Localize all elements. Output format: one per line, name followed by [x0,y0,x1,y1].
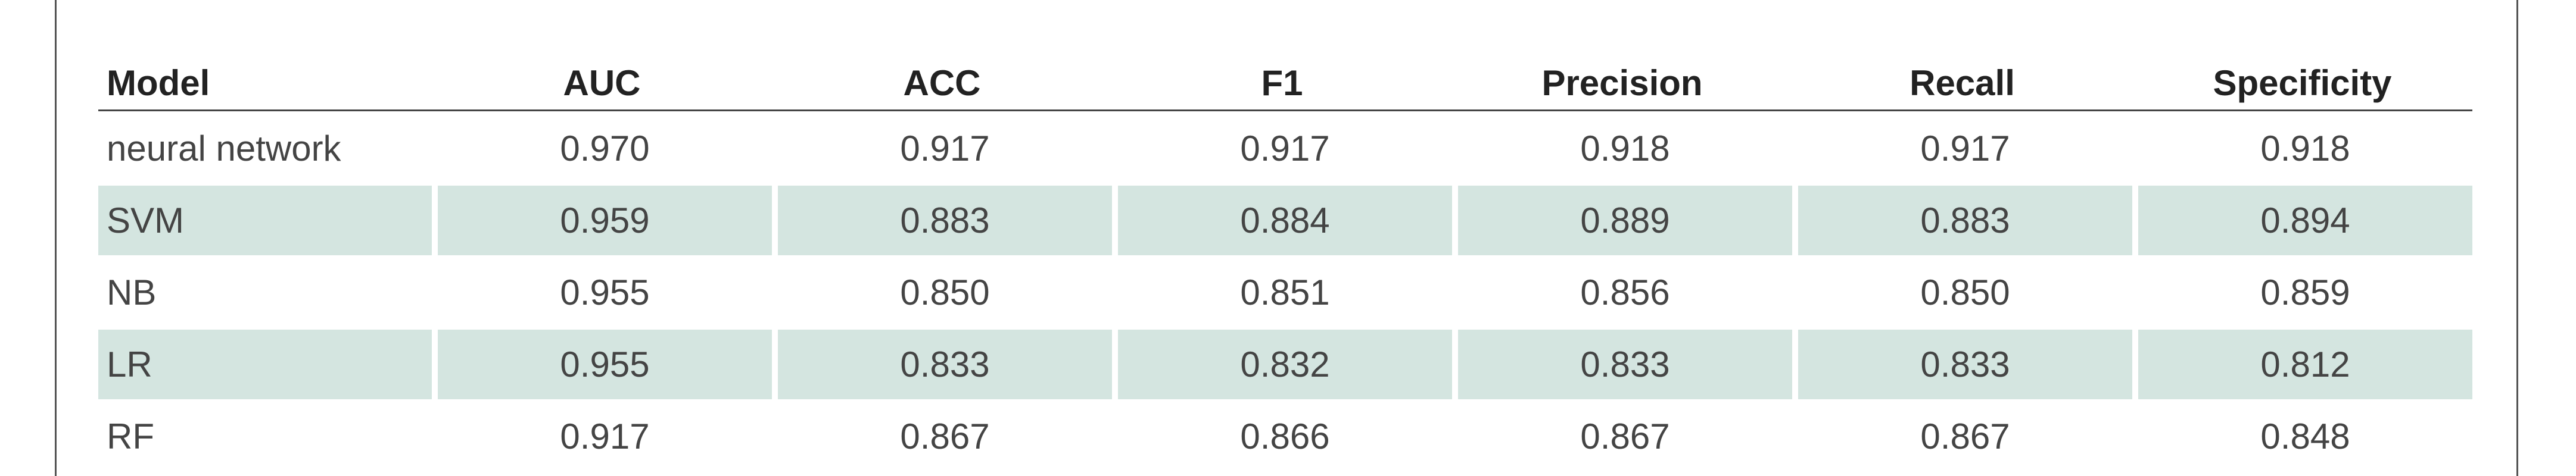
cell-recall: 0.917 [1792,111,2132,183]
cell-auc: 0.955 [432,255,772,327]
cell-recall: 0.850 [1792,255,2132,327]
header-acc: ACC [772,54,1112,111]
metrics-table: Model AUC ACC F1 Precision Recall Specif… [98,54,2472,471]
cell-acc: 0.917 [772,111,1112,183]
cell-precision: 0.889 [1452,183,1792,255]
cell-specificity: 0.812 [2132,327,2472,399]
cell-acc: 0.850 [772,255,1112,327]
cell-recall: 0.883 [1792,183,2132,255]
cell-auc: 0.955 [432,327,772,399]
cell-model: neural network [98,111,432,183]
cell-recall: 0.867 [1792,399,2132,471]
cell-f1: 0.832 [1112,327,1452,399]
table-row: RF 0.917 0.867 0.866 0.867 0.867 0.848 [98,399,2472,471]
cell-specificity: 0.894 [2132,183,2472,255]
table-row: NB 0.955 0.850 0.851 0.856 0.850 0.859 [98,255,2472,327]
header-precision: Precision [1452,54,1792,111]
cell-specificity: 0.918 [2132,111,2472,183]
cell-auc: 0.959 [432,183,772,255]
cell-precision: 0.856 [1452,255,1792,327]
cell-model: NB [98,255,432,327]
cell-model: LR [98,327,432,399]
cell-precision: 0.833 [1452,327,1792,399]
cell-f1: 0.917 [1112,111,1452,183]
cell-acc: 0.867 [772,399,1112,471]
table-body: neural network 0.970 0.917 0.917 0.918 0… [98,111,2472,471]
cell-f1: 0.851 [1112,255,1452,327]
cell-auc: 0.970 [432,111,772,183]
header-row: Model AUC ACC F1 Precision Recall Specif… [98,54,2472,111]
cell-f1: 0.884 [1112,183,1452,255]
cell-acc: 0.833 [772,327,1112,399]
cell-precision: 0.918 [1452,111,1792,183]
table-row: neural network 0.970 0.917 0.917 0.918 0… [98,111,2472,183]
table-row: LR 0.955 0.833 0.832 0.833 0.833 0.812 [98,327,2472,399]
cell-specificity: 0.859 [2132,255,2472,327]
cell-f1: 0.866 [1112,399,1452,471]
table-row: SVM 0.959 0.883 0.884 0.889 0.883 0.894 [98,183,2472,255]
cell-auc: 0.917 [432,399,772,471]
header-auc: AUC [432,54,772,111]
frame-right-border [2516,0,2518,476]
table-header: Model AUC ACC F1 Precision Recall Specif… [98,54,2472,111]
cell-model: SVM [98,183,432,255]
header-f1: F1 [1112,54,1452,111]
header-recall: Recall [1792,54,2132,111]
cell-acc: 0.883 [772,183,1112,255]
cell-specificity: 0.848 [2132,399,2472,471]
cell-precision: 0.867 [1452,399,1792,471]
header-specificity: Specificity [2132,54,2472,111]
frame-left-border [55,0,57,476]
cell-recall: 0.833 [1792,327,2132,399]
cell-model: RF [98,399,432,471]
header-model: Model [98,54,432,111]
metrics-table-container: Model AUC ACC F1 Precision Recall Specif… [98,54,2472,471]
